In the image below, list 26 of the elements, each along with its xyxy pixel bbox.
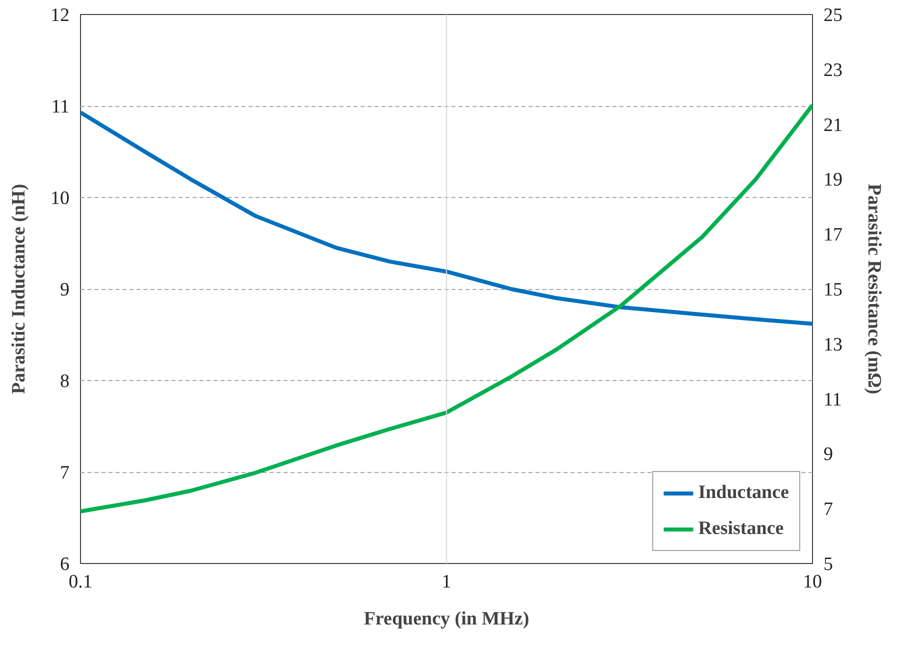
y-tick-label: 6 <box>60 554 70 575</box>
y-tick-label: 11 <box>51 96 70 118</box>
y2-tick-label: 25 <box>824 5 842 26</box>
y2-tick-label: 9 <box>824 444 833 466</box>
y2-tick-label: 7 <box>824 499 833 520</box>
y-tick-label: 8 <box>60 371 70 392</box>
y2-tick-label: 5 <box>824 554 833 575</box>
x-tick-label: 1 <box>442 572 452 592</box>
x-tick-label: 10 <box>803 572 822 592</box>
y2-tick-label: 17 <box>824 224 842 246</box>
y2-tick-label: 11 <box>824 389 842 410</box>
y2-tick-label: 15 <box>824 280 842 300</box>
x-axis-title: Frequency (in MHz) <box>364 608 530 630</box>
y-tick-label: 9 <box>60 280 70 300</box>
y2-tick-label: 13 <box>824 334 842 356</box>
legend-label: Resistance <box>698 518 784 540</box>
x-tick-label: 0.1 <box>68 572 92 592</box>
y-tick-label: 10 <box>50 188 70 209</box>
legend-label: Inductance <box>698 482 789 504</box>
y-tick-label: 7 <box>60 462 70 484</box>
y-tick-label: 12 <box>50 5 70 26</box>
y2-tick-label: 21 <box>824 114 842 136</box>
y-axis-title: Parasitic Inductance (nH) <box>8 184 30 394</box>
y2-tick-label: 23 <box>824 60 842 81</box>
y2-axis-title: Parasitic Resistance (mΩ) <box>864 184 884 394</box>
y2-tick-label: 19 <box>824 170 842 191</box>
